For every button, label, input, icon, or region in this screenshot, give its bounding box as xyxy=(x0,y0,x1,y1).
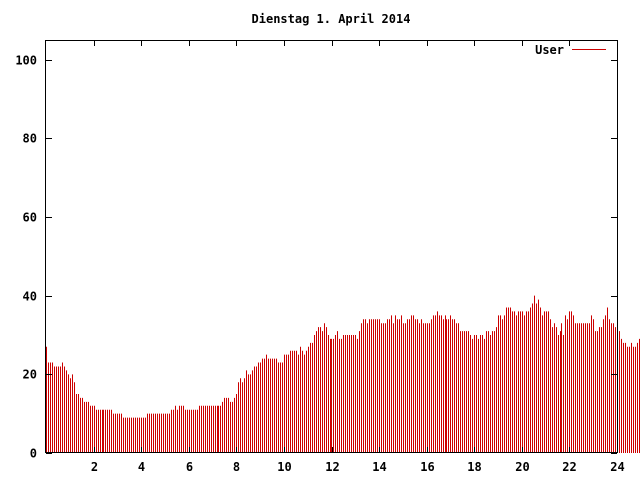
x-tick-label: 10 xyxy=(277,460,291,474)
x-tick-label: 20 xyxy=(515,460,529,474)
x-tick-label: 16 xyxy=(420,460,434,474)
x-tick-label: 4 xyxy=(138,460,145,474)
x-tick-label: 14 xyxy=(372,460,386,474)
legend: User xyxy=(535,43,606,57)
x-tick-label: 18 xyxy=(467,460,481,474)
y-tick-label: 20 xyxy=(23,368,37,382)
x-tick-label: 12 xyxy=(325,460,339,474)
x-tick-label: 2 xyxy=(91,460,98,474)
y-tick-label: 100 xyxy=(15,54,37,68)
plot-border xyxy=(45,40,618,453)
legend-label-user: User xyxy=(535,43,564,57)
x-axis: 2 4 6 8 10 12 14 16 18 20 22 24 xyxy=(91,40,625,474)
y-tick-label: 0 xyxy=(30,447,37,461)
x-tick-label: 24 xyxy=(610,460,624,474)
x-tick-label: 8 xyxy=(233,460,240,474)
y-tick-label: 40 xyxy=(23,290,37,304)
chart-title: Dienstag 1. April 2014 xyxy=(252,12,411,26)
y-tick-label: 80 xyxy=(23,132,37,146)
x-tick-label: 6 xyxy=(186,460,193,474)
y-axis: 0 20 40 60 80 100 xyxy=(15,54,617,461)
bar-series-user xyxy=(46,295,640,453)
x-tick-label: 22 xyxy=(562,460,576,474)
y-tick-label: 60 xyxy=(23,211,37,225)
